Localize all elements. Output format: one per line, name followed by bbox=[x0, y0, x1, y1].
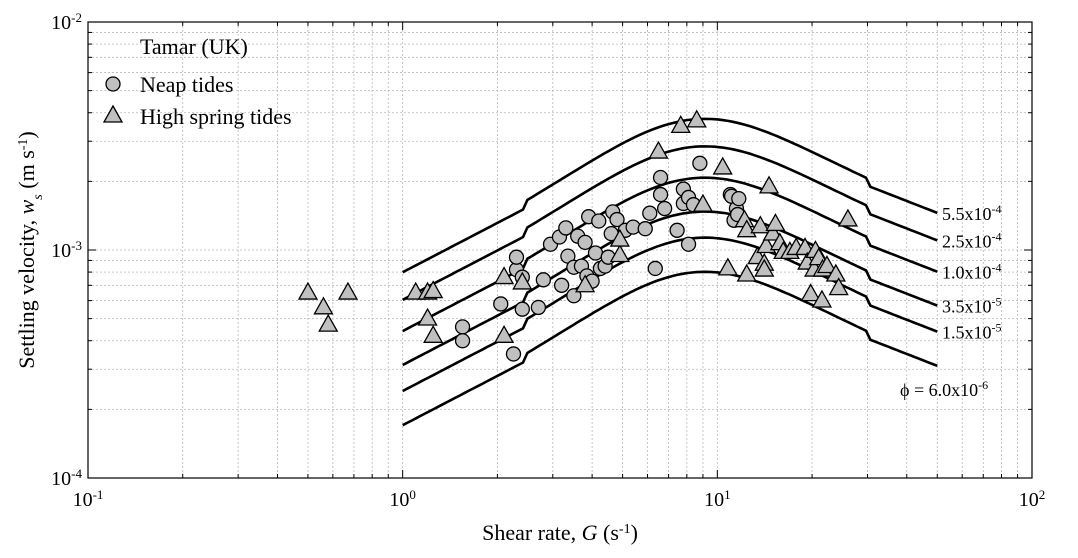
neap-point bbox=[680, 236, 697, 252]
x-tick-label: 102 bbox=[1019, 487, 1046, 512]
neap-point bbox=[508, 249, 525, 265]
curve-label: 2.5x10-4 bbox=[942, 229, 1002, 251]
data-points bbox=[297, 109, 859, 362]
neap-point bbox=[656, 200, 673, 217]
spring-point bbox=[758, 175, 780, 194]
spring-point bbox=[337, 281, 359, 300]
neap-point bbox=[587, 245, 604, 261]
neap-point bbox=[505, 346, 522, 362]
neap-point bbox=[652, 186, 669, 203]
x-tick-label: 101 bbox=[704, 487, 731, 512]
neap-point bbox=[731, 190, 747, 207]
spring-point bbox=[762, 222, 783, 241]
curve-label: 3.5x10-5 bbox=[942, 295, 1002, 317]
model-curve bbox=[402, 145, 938, 301]
model-curve bbox=[402, 270, 938, 427]
neap-point bbox=[652, 169, 669, 186]
spring-point bbox=[800, 283, 821, 302]
spring-point bbox=[825, 263, 846, 282]
neap-point bbox=[454, 333, 471, 349]
spring-point bbox=[493, 266, 515, 285]
neap-point bbox=[669, 222, 685, 238]
neap-point bbox=[454, 319, 471, 335]
curve-label: 5.5x10-4 bbox=[942, 202, 1002, 224]
legend-label-spring: High spring tides bbox=[140, 104, 292, 129]
spring-point bbox=[754, 258, 775, 277]
spring-point bbox=[816, 255, 838, 274]
legend-circle-marker bbox=[105, 76, 121, 92]
neap-point bbox=[609, 211, 625, 228]
spring-point bbox=[297, 281, 319, 300]
y-tick-label: 10-3 bbox=[51, 238, 82, 263]
legend-label-neap: Neap tides bbox=[140, 72, 233, 97]
spring-point bbox=[670, 115, 691, 134]
neap-point bbox=[558, 220, 574, 236]
x-axis-title: Shear rate, G (s-1) bbox=[482, 520, 638, 545]
spring-point bbox=[794, 237, 816, 256]
spring-point bbox=[750, 215, 771, 234]
spring-point bbox=[493, 324, 515, 343]
model-curve bbox=[402, 236, 938, 393]
spring-point bbox=[417, 307, 438, 326]
legend-triangle-marker bbox=[102, 104, 124, 123]
curve-label: ϕ = 6.0x10-6 bbox=[900, 378, 988, 400]
model-curves bbox=[402, 117, 938, 427]
spring-point bbox=[423, 324, 444, 343]
spring-point bbox=[574, 274, 596, 293]
neap-point bbox=[692, 155, 708, 171]
neap-point bbox=[535, 272, 552, 288]
neap-point bbox=[642, 205, 658, 221]
spring-point bbox=[712, 156, 733, 175]
neap-point bbox=[530, 299, 547, 316]
spring-point bbox=[512, 271, 533, 290]
x-tick-label: 100 bbox=[389, 487, 416, 512]
axes bbox=[87, 21, 1033, 479]
spring-point bbox=[609, 228, 630, 247]
model-curve bbox=[402, 176, 938, 333]
spring-point bbox=[828, 277, 849, 296]
neap-point bbox=[553, 277, 570, 293]
spring-point bbox=[686, 109, 707, 128]
neap-point bbox=[493, 296, 509, 312]
spring-point bbox=[423, 280, 444, 299]
model-curve bbox=[402, 210, 938, 367]
neap-point bbox=[577, 234, 593, 251]
spring-point bbox=[318, 313, 339, 332]
spring-point bbox=[717, 257, 738, 276]
y-tick-label: 10-2 bbox=[51, 10, 82, 35]
curve-label: 1.5x10-5 bbox=[942, 321, 1002, 343]
spring-point bbox=[765, 213, 786, 232]
spring-point bbox=[648, 140, 669, 159]
legend-title: Tamar (UK) bbox=[140, 34, 248, 59]
labels: 5.5x10-4 2.5x10-4 1.0x10-4 3.5x10-5 1.5x10-5… bbox=[14, 10, 1045, 546]
spring-point bbox=[692, 193, 714, 212]
model-curve bbox=[402, 117, 938, 274]
spring-point bbox=[811, 289, 833, 308]
neap-point bbox=[514, 301, 530, 317]
y-tick-label: 10-4 bbox=[51, 466, 82, 491]
y-axis-title: Settling velocity, ws (m s-1) bbox=[14, 131, 46, 369]
neap-point bbox=[647, 260, 663, 277]
neap-point bbox=[591, 213, 607, 229]
spring-point bbox=[313, 296, 334, 315]
curve-label: 1.0x10-4 bbox=[942, 261, 1002, 283]
neap-point bbox=[637, 221, 653, 237]
x-tick-label: 10-1 bbox=[73, 487, 104, 512]
spring-point bbox=[756, 235, 777, 254]
spring-point bbox=[609, 244, 630, 263]
spring-point bbox=[837, 208, 859, 227]
spring-point bbox=[736, 263, 757, 282]
